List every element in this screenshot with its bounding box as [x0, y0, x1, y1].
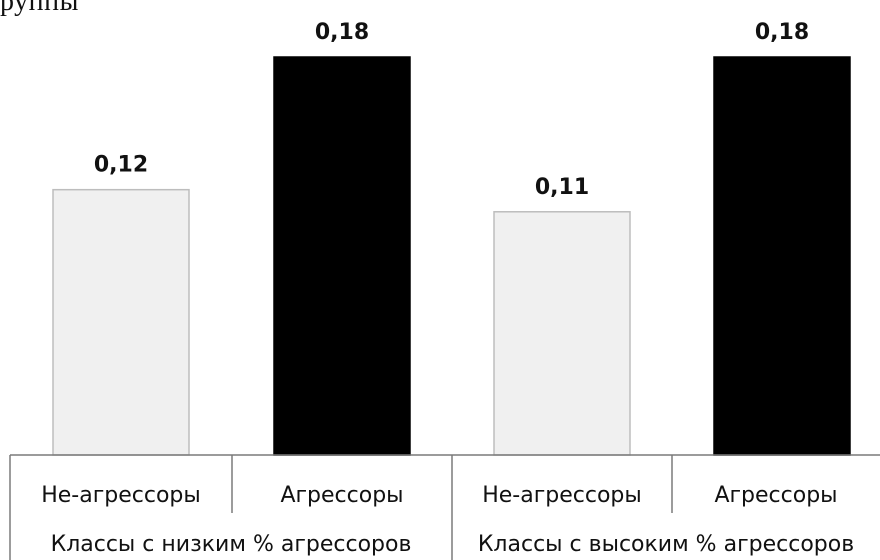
top-text-fragment: руппы — [0, 0, 79, 17]
data-label: 0,12 — [94, 153, 148, 178]
bar-aggressors — [273, 56, 411, 456]
category-tick-label: Агрессоры — [280, 483, 403, 508]
bar-non-aggressors — [52, 188, 190, 456]
category-axis: Не-агрессоры Агрессоры Классы с низким % а… — [9, 454, 880, 560]
category-tick-label: Агрессоры — [714, 483, 837, 508]
data-label: 0,18 — [315, 20, 369, 45]
category-tick-label: Не-агрессоры — [41, 483, 201, 508]
category-tick-label: Не-агрессоры — [482, 483, 642, 508]
data-label: 0,11 — [535, 175, 589, 200]
group-label: Классы с низким % агрессоров — [51, 532, 412, 557]
bar-non-aggressors — [493, 211, 631, 456]
value-labels-layer: 0,12 0,18 0,11 0,18 — [94, 20, 809, 200]
bars-layer — [52, 56, 851, 456]
group-label: Классы с высоким % агрессоров — [478, 532, 854, 557]
bar-aggressors — [713, 56, 851, 456]
data-label: 0,18 — [755, 20, 809, 45]
